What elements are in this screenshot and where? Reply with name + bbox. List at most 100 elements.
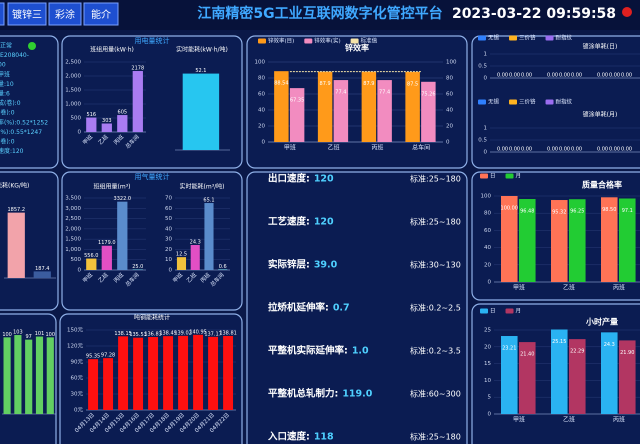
tab[interactable]	[7, 2, 47, 26]
tick-label: 0	[78, 130, 82, 136]
value-label: 0.00	[521, 73, 532, 79]
metric-value: 39.0	[314, 260, 338, 271]
x-tick-label: 乙班	[563, 284, 575, 292]
metric-label: 平整机实际延伸率:	[268, 345, 348, 357]
metric-label: 出口速度:	[268, 173, 310, 185]
tick-label: 0	[169, 268, 173, 274]
tick-label: 2,000	[65, 74, 81, 80]
chart-title: 小时产量	[585, 317, 618, 327]
status-line: 00	[0, 62, 6, 69]
value-label: 97	[26, 334, 32, 340]
metric-standard: 标准:25~180	[410, 174, 461, 184]
value-label: 135.53	[129, 332, 147, 338]
tick-label: 70	[165, 196, 172, 202]
panel	[471, 35, 640, 169]
bar	[501, 336, 518, 414]
chart-title: 实时能耗(m³/吨)	[180, 183, 225, 191]
value-label: 303	[102, 118, 112, 124]
bar	[333, 80, 349, 142]
x-tick-label: 乙班	[328, 144, 340, 152]
bar	[421, 81, 436, 142]
tick-label: 5	[488, 395, 492, 401]
metric-standard: 标准:25~180	[410, 217, 461, 227]
tab[interactable]	[0, 2, 5, 26]
tab-label[interactable]: 能介	[91, 8, 111, 21]
chart-title: 班组用量(m³)	[94, 183, 131, 191]
page-title: 江南精密5G工业互联网数字化管控平台	[197, 5, 442, 22]
value-label: 1179.0	[98, 240, 116, 246]
tick-label: 100	[446, 60, 457, 66]
value-label: 0.00	[559, 147, 570, 153]
value-label: 87.9	[320, 81, 331, 87]
tick-label: 60	[446, 92, 453, 98]
tick-label: 120元	[67, 343, 83, 350]
value-label: 88.54	[274, 81, 288, 87]
metric-label: 入口速度:	[267, 431, 310, 443]
tick-label: 80	[258, 76, 265, 82]
metric-standard: 标准:0.2~2.5	[410, 303, 461, 313]
value-label: 25.15	[552, 339, 566, 345]
legend-swatch	[509, 35, 518, 41]
bar	[501, 196, 518, 282]
tick-label: 20	[484, 344, 491, 350]
value-label: 556.0	[84, 253, 98, 259]
tab[interactable]	[83, 2, 119, 26]
bar	[25, 339, 33, 414]
alarm-icon[interactable]	[622, 7, 632, 17]
chart-title: 班组用量(kW·h)	[90, 46, 134, 54]
bar	[118, 336, 129, 410]
tick-label: 100	[481, 194, 492, 200]
value-label: 12.5	[176, 252, 187, 258]
value-label: 0.00	[597, 147, 608, 153]
legend-swatch	[478, 35, 486, 41]
panel	[246, 171, 468, 444]
bar	[289, 88, 305, 142]
tick-label: 20	[484, 262, 491, 268]
bar	[569, 339, 586, 414]
value-label: 101	[35, 331, 45, 337]
metric-standard: 标准:30~130	[410, 260, 461, 270]
tick-label: 40	[484, 245, 491, 251]
bar	[274, 71, 289, 142]
legend-label: 无锡	[488, 98, 500, 106]
tick-label: 40	[165, 226, 172, 232]
bar	[176, 257, 187, 270]
legend-label: 日	[490, 308, 496, 315]
value-label: 87.5	[407, 82, 418, 88]
bar	[551, 200, 568, 282]
chart-title: 锌效率	[345, 43, 369, 53]
bar	[86, 258, 97, 270]
value-label: 2178	[131, 66, 144, 72]
legend-swatch	[505, 308, 514, 314]
legend-swatch	[545, 35, 554, 41]
value-label: 0.00	[571, 147, 582, 153]
tab-label[interactable]: 彩涂	[55, 8, 75, 21]
bar	[3, 337, 11, 414]
legend-label: 三价铬	[519, 34, 536, 42]
legend-label: 锌效率(实)	[314, 37, 340, 45]
tab[interactable]	[48, 2, 82, 26]
bar	[601, 197, 618, 282]
x-tick-label: 甲班	[284, 144, 296, 152]
bar	[178, 335, 189, 410]
bar	[208, 336, 219, 410]
tick-label: 60元	[71, 375, 84, 382]
legend-swatch	[509, 99, 518, 105]
bar	[551, 329, 568, 414]
legend-swatch	[304, 38, 313, 44]
value-label: 0.00	[621, 147, 632, 153]
tick-label: 1,500	[65, 237, 81, 243]
x-tick-label: 丙班	[613, 416, 625, 424]
tab-label[interactable]: 镀锌三	[12, 8, 42, 21]
metric-value: 0.7	[333, 303, 350, 314]
bar	[619, 198, 636, 282]
legend-label: 月	[516, 173, 522, 180]
legend-swatch	[350, 38, 359, 44]
value-label: 24.3	[604, 342, 615, 348]
value-label: 96.48	[520, 209, 534, 215]
bar	[619, 340, 636, 414]
tick-label: 1,000	[65, 102, 81, 108]
tick-label: 80	[484, 211, 491, 217]
legend-label: 无锡	[488, 34, 500, 42]
bar	[103, 358, 114, 410]
